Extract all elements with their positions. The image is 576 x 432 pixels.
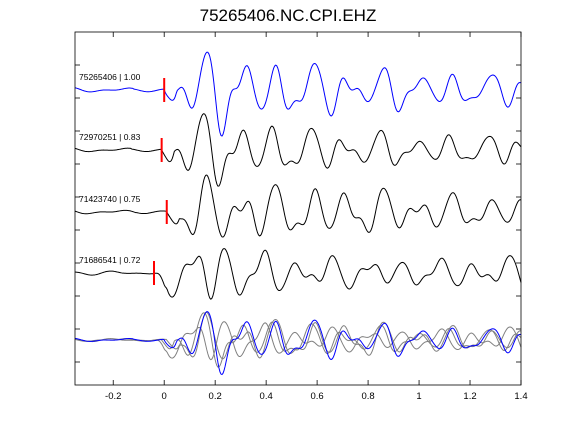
traces-layer <box>74 51 522 300</box>
x-tick-label: 1.4 <box>514 391 527 402</box>
trace-label-2: 72970251 | 0.83 <box>79 132 141 142</box>
overlay-layer <box>74 311 522 376</box>
x-tick-label: 0.8 <box>361 391 374 402</box>
pick-markers-layer <box>153 78 168 285</box>
series-trace-1 <box>74 51 522 137</box>
trace-label-1: 75265406 | 1.00 <box>79 72 141 82</box>
chart-title: 75265406.NC.CPI.EHZ <box>199 6 377 25</box>
x-tick-label: 0.6 <box>311 391 324 402</box>
series-trace-4 <box>74 248 522 300</box>
x-tick-label: 1 <box>416 391 421 402</box>
x-tick-label: 0.4 <box>260 391 273 402</box>
axes-frame <box>74 31 522 386</box>
trace-labels-layer: 75265406 | 1.00 72970251 | 0.83 71423740 |… <box>79 72 141 265</box>
series-trace-2 <box>74 113 522 187</box>
x-tick-label: 0 <box>162 391 167 402</box>
trace-label-3: 71423740 | 0.75 <box>79 194 141 204</box>
trace-label-4: 71686541 | 0.72 <box>79 255 141 265</box>
axes-layer: -0.2 0 0.2 0.4 0.6 0.8 1 1.2 1.4 <box>74 31 528 402</box>
x-tick-label: -0.2 <box>105 391 121 402</box>
x-tick-label: 0.2 <box>209 391 222 402</box>
overlay-trace-4 <box>74 321 522 361</box>
series-trace-3 <box>74 174 522 238</box>
overlay-trace-1 <box>74 311 522 376</box>
x-tick-label: 1.2 <box>463 391 476 402</box>
